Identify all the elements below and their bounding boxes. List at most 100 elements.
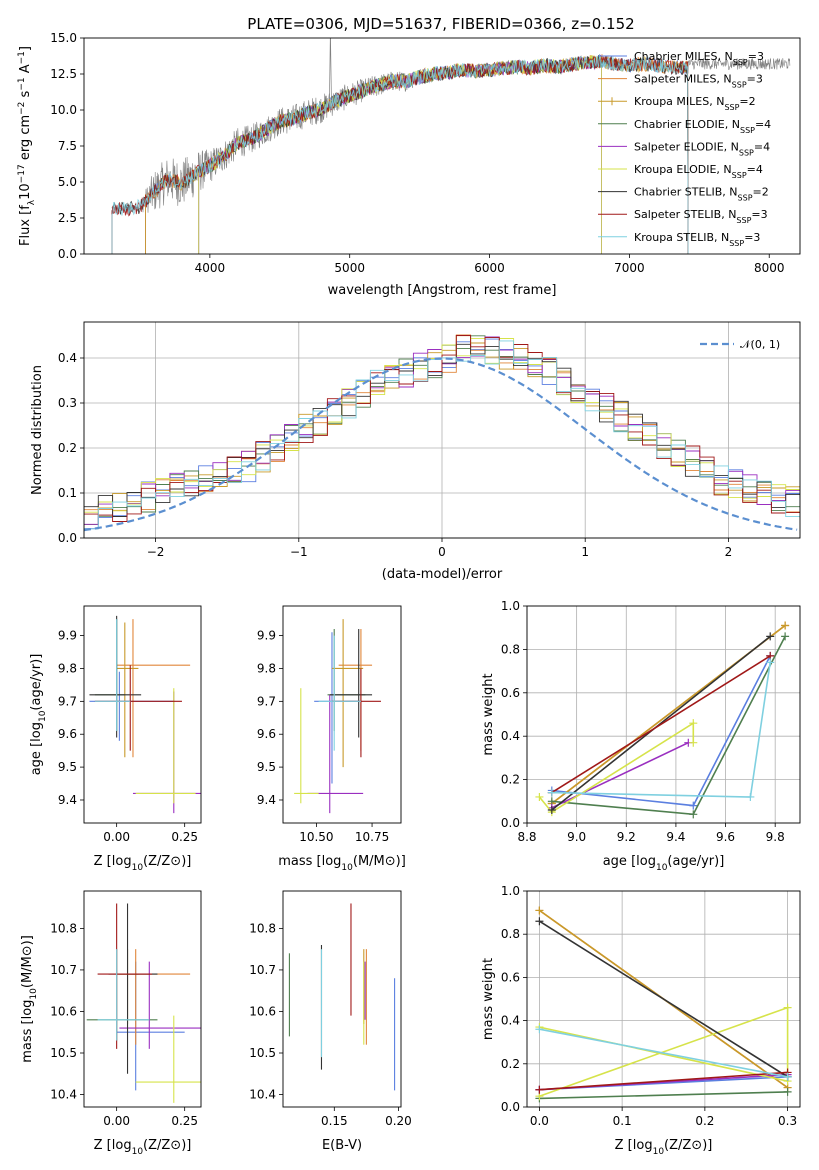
plot-area xyxy=(111,38,791,254)
weight-line-chabrier-elodie xyxy=(539,1091,788,1100)
weight-line-kroupa-elodie xyxy=(539,1006,789,1097)
spectrum-legend: Chabrier MILES, NSSP=3 Salpeter MILES, NS… xyxy=(598,50,771,247)
y-tick-label: 10.6 xyxy=(50,1004,77,1018)
x-tick-label: 0 xyxy=(438,545,446,559)
x-tick-label: 0.00 xyxy=(103,830,130,844)
x-axis-label: mass [log10(M/M⊙)] xyxy=(278,854,406,873)
x-axis-label: Z [log10(Z/Z⊙)] xyxy=(94,854,192,873)
y-tick-label: 0.6 xyxy=(501,686,520,700)
x-tick-label: 8000 xyxy=(754,261,785,275)
weight-marker xyxy=(547,805,556,814)
y-tick-label: 0.4 xyxy=(58,351,77,365)
weight-line-chabrier-stelib xyxy=(538,920,789,1078)
x-tick-label: 9.4 xyxy=(666,830,685,844)
axes-frame xyxy=(83,321,801,539)
legend-label: Chabrier ELODIE, NSSP=4 xyxy=(634,118,771,135)
x-tick-label: 10.75 xyxy=(355,830,389,844)
y-tick-label: 2.5 xyxy=(58,211,77,225)
weight-marker xyxy=(781,632,790,641)
x-tick-label: 9.0 xyxy=(567,830,586,844)
histogram-kroupa-elodie xyxy=(84,338,800,513)
weight-marker xyxy=(689,738,698,747)
histogram-salpeter-elodie xyxy=(84,336,800,525)
y-tick-label: 12.5 xyxy=(50,67,77,81)
weight-line-kroupa-stelib xyxy=(539,1028,788,1078)
y-axis-label: mass [log10(M/M⊙)] xyxy=(20,935,39,1063)
y-tick-label: 9.7 xyxy=(58,694,77,708)
y-axis-label: Flux [fλ10−17 erg cm−2 s−1 A−1] xyxy=(17,46,37,246)
y-tick-label: 9.7 xyxy=(257,694,276,708)
legend-label: Kroupa ELODIE, NSSP=4 xyxy=(634,163,763,180)
y-tick-label: 0.2 xyxy=(501,1057,520,1071)
y-tick-label: 10.4 xyxy=(249,1088,276,1102)
x-tick-label: 9.6 xyxy=(716,830,735,844)
weight-marker xyxy=(689,801,698,810)
y-axis-label: Normed distribution xyxy=(30,365,45,495)
y-axis-label: mass weight xyxy=(481,958,496,1040)
weight-marker xyxy=(766,658,775,667)
x-tick-label: −2 xyxy=(147,545,165,559)
y-tick-label: 9.9 xyxy=(257,629,276,643)
y-tick-label: 9.6 xyxy=(58,727,77,741)
legend-label: Salpeter MILES, NSSP=3 xyxy=(634,73,763,90)
y-tick-label: 9.5 xyxy=(257,760,276,774)
x-tick-label: 0.20 xyxy=(385,1114,412,1128)
y-tick-label: 1.0 xyxy=(501,599,520,613)
x-tick-label: −1 xyxy=(290,545,308,559)
weight-marker xyxy=(535,1025,544,1034)
x-tick-label: 5000 xyxy=(334,261,365,275)
x-tick-label: 2 xyxy=(725,545,733,559)
y-tick-label: 9.6 xyxy=(257,727,276,741)
axes-frame xyxy=(83,37,801,255)
age-vs-Z-panel: 0.00 0.25 9.4 9.5 9.6 9.7 9.8 9.9 Z [log10(Z/Z⊙)… xyxy=(29,605,202,873)
weight-marker xyxy=(535,792,544,801)
plot-area xyxy=(288,903,396,1091)
x-tick-label: 0.25 xyxy=(171,830,198,844)
y-tick-label: 0.2 xyxy=(58,441,77,455)
y-tick-label: 0.8 xyxy=(501,927,520,941)
x-tick-label: 0.0 xyxy=(530,1114,549,1128)
y-tick-label: 5.0 xyxy=(58,175,77,189)
model-line-salpeter-stelib xyxy=(111,55,689,254)
y-tick-label: 0.1 xyxy=(58,486,77,500)
y-tick-label: 10.7 xyxy=(249,963,276,977)
histogram-kroupa-stelib xyxy=(84,340,800,530)
y-tick-label: 10.5 xyxy=(249,1046,276,1060)
weight-line-salpeter-stelib xyxy=(551,655,771,794)
spectrum-panel: 4000 5000 6000 7000 8000 0.0 2.5 5.0 7.5 10.0 12.5… xyxy=(17,31,801,298)
y-tick-label: 9.8 xyxy=(58,661,77,675)
figure-title: PLATE=0306, MJD=51637, FIBERID=0366, z=0… xyxy=(247,15,634,33)
y-tick-label: 0.3 xyxy=(58,396,77,410)
x-axis-label: E(B-V) xyxy=(322,1138,362,1153)
x-axis-label: (data-model)/error xyxy=(382,567,503,582)
y-tick-label: 10.4 xyxy=(50,1088,77,1102)
plot-area xyxy=(84,334,800,532)
y-tick-label: 0.2 xyxy=(501,773,520,787)
legend-label: Chabrier MILES, NSSP=3 xyxy=(634,50,764,67)
x-tick-label: 9.2 xyxy=(617,830,636,844)
weight-line-kroupa-elodie xyxy=(538,721,695,814)
histogram-kroupa-miles xyxy=(84,335,800,531)
legend-label: Chabrier STELIB, NSSP=2 xyxy=(634,186,769,203)
y-tick-label: 10.7 xyxy=(50,963,77,977)
x-tick-label: 8.8 xyxy=(517,830,536,844)
axes-frame xyxy=(282,890,402,1108)
x-tick-label: 0.25 xyxy=(171,1114,198,1128)
legend-label: Kroupa MILES, NSSP=2 xyxy=(634,95,756,112)
y-tick-label: 9.8 xyxy=(257,661,276,675)
y-tick-label: 9.4 xyxy=(257,793,276,807)
legend-label-normal: 𝒩(0, 1) xyxy=(740,338,780,351)
plot-area xyxy=(294,619,381,814)
axes-frame xyxy=(83,605,202,824)
mass-vs-ebv-panel: 0.15 0.20 10.4 10.5 10.6 10.7 10.8 E(B-V) xyxy=(249,890,412,1153)
y-tick-label: 10.8 xyxy=(249,921,276,935)
x-tick-label: 4000 xyxy=(195,261,226,275)
axes-frame xyxy=(282,605,402,824)
weight-marker xyxy=(535,917,544,926)
x-axis-label: Z [log10(Z/Z⊙)] xyxy=(615,1138,713,1157)
legend-label: Salpeter STELIB, NSSP=3 xyxy=(634,208,768,225)
y-tick-label: 0.0 xyxy=(501,816,520,830)
x-tick-label: 10.50 xyxy=(299,830,333,844)
y-tick-label: 7.5 xyxy=(58,139,77,153)
